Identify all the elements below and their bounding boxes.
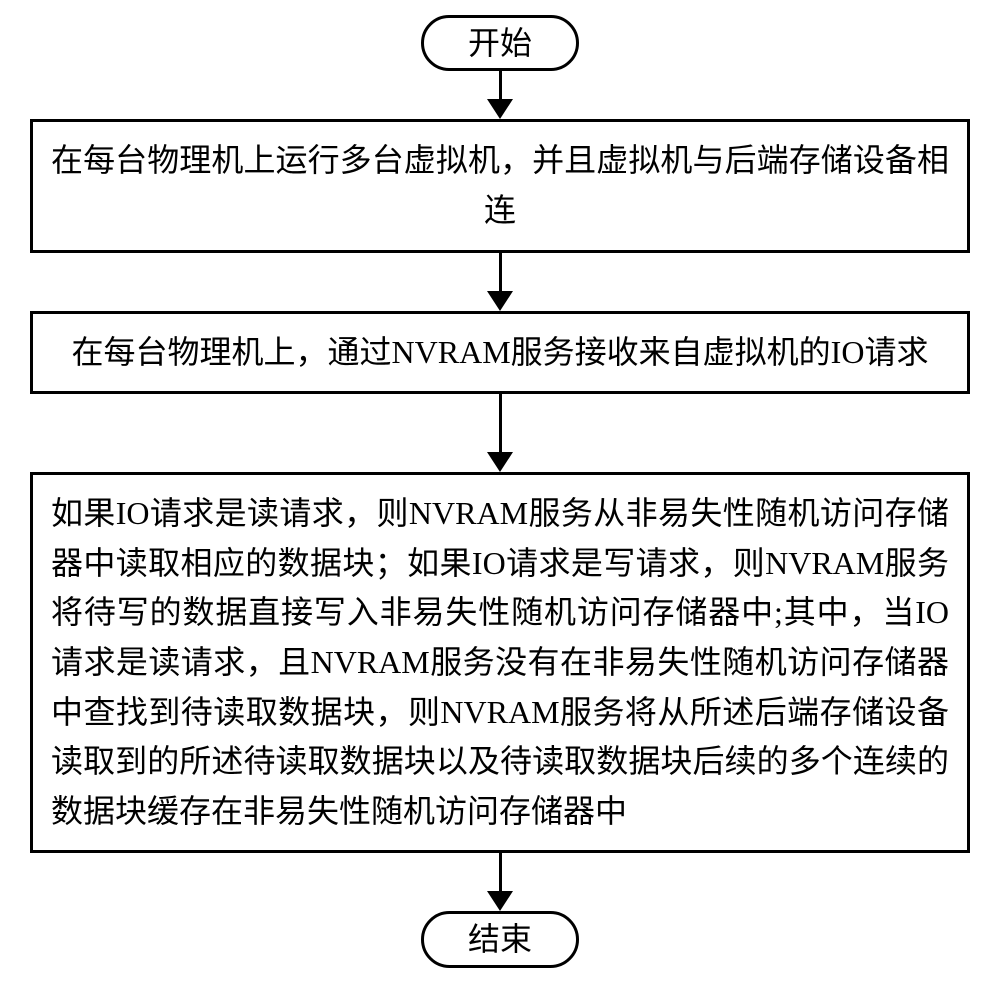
arrow-line [499,394,502,452]
step3-text: 如果IO请求是读请求，则NVRAM服务从非易失性随机访问存储器中读取相应的数据块… [51,495,949,829]
arrow-2 [487,253,513,311]
process-step-2: 在每台物理机上，通过NVRAM服务接收来自虚拟机的IO请求 [30,311,970,395]
step2-text: 在每台物理机上，通过NVRAM服务接收来自虚拟机的IO请求 [72,334,929,370]
end-terminator: 结束 [421,911,579,967]
flowchart-container: 开始 在每台物理机上运行多台虚拟机，并且虚拟机与后端存储设备相连 在每台物理机上… [30,15,970,968]
arrow-head-icon [487,291,513,311]
start-label: 开始 [468,25,532,61]
step1-text: 在每台物理机上运行多台虚拟机，并且虚拟机与后端存储设备相连 [51,142,949,228]
process-step-1: 在每台物理机上运行多台虚拟机，并且虚拟机与后端存储设备相连 [30,119,970,252]
arrow-head-icon [487,452,513,472]
arrow-4 [487,853,513,911]
end-label: 结束 [468,921,532,957]
start-terminator: 开始 [421,15,579,71]
arrow-line [499,253,502,291]
arrow-1 [487,71,513,119]
arrow-line [499,853,502,891]
arrow-3 [487,394,513,472]
arrow-line [499,71,502,99]
arrow-head-icon [487,99,513,119]
arrow-head-icon [487,891,513,911]
process-step-3: 如果IO请求是读请求，则NVRAM服务从非易失性随机访问存储器中读取相应的数据块… [30,472,970,853]
